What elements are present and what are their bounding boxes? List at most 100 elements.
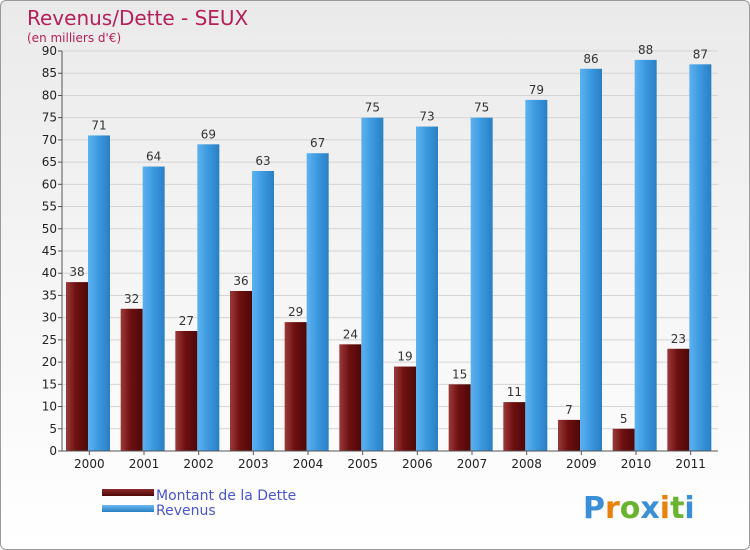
data-label: 24 (343, 327, 358, 341)
logo-letter: r (605, 491, 620, 526)
data-label: 79 (529, 83, 544, 97)
y-tick-label: 90 (42, 44, 57, 58)
bar-revenus-2010 (634, 59, 657, 452)
logo-letter: o (620, 491, 641, 526)
y-tick-label: 5 (49, 422, 57, 436)
grid-lines (62, 50, 718, 430)
x-tick-label: 2003 (238, 457, 269, 471)
bar-dette-2002 (175, 331, 198, 451)
y-tick-label: 30 (42, 311, 57, 325)
y-tick-label: 60 (42, 177, 57, 191)
bar-dette-2001 (120, 308, 143, 451)
bar-dette-2005 (339, 344, 362, 451)
data-label: 7 (565, 403, 573, 417)
x-axis-ticks: 2000 2001 2002 2003 2004 2005 2006 2007 2008 2009… (74, 451, 706, 471)
x-tick-label: 2004 (293, 457, 324, 471)
x-tick-label: 2008 (511, 457, 542, 471)
legend-swatch-dette (102, 489, 154, 496)
bar-dette-2006 (394, 366, 416, 451)
bars (66, 59, 712, 452)
x-tick-label: 2005 (347, 457, 378, 471)
svg-text:Proxiti: Proxiti (583, 491, 695, 526)
data-label: 19 (397, 350, 412, 364)
bar-dette-2007 (448, 384, 471, 451)
data-label: 27 (179, 314, 194, 328)
bar-dette-2009 (558, 419, 580, 451)
data-label: 75 (365, 101, 380, 115)
y-tick-label: 55 (42, 200, 57, 214)
bar-revenus-2000 (88, 135, 110, 451)
bar-dette-2003 (230, 291, 252, 451)
x-tick-label: 2001 (129, 457, 160, 471)
data-label: 15 (452, 367, 467, 381)
data-label: 63 (255, 154, 270, 168)
x-tick-label: 2011 (675, 457, 706, 471)
x-tick-label: 2000 (74, 457, 105, 471)
data-label: 87 (693, 47, 708, 61)
y-tick-label: 0 (49, 444, 57, 458)
data-label: 32 (124, 292, 139, 306)
y-tick-label: 25 (42, 333, 57, 347)
bar-dette-2004 (284, 322, 307, 451)
data-labels: 38 71 32 64 27 69 36 63 29 67 24 75 19 73 15 75 11 79 7 86 5… (69, 43, 708, 426)
chart-title: Revenus/Dette - SEUX (27, 6, 249, 30)
data-label: 23 (671, 332, 686, 346)
bar-revenus-2009 (580, 68, 602, 452)
logo-letter: t (670, 491, 684, 526)
brand-logo: Proxiti (583, 491, 695, 526)
logo-letter: i (684, 491, 694, 526)
legend: Montant de la Dette Revenus (102, 488, 296, 519)
bar-revenus-2004 (306, 153, 329, 451)
data-label: 67 (310, 136, 325, 150)
bar-dette-2000 (66, 282, 88, 451)
y-tick-label: 70 (42, 133, 57, 147)
y-tick-label: 15 (42, 377, 57, 391)
data-label: 69 (201, 127, 216, 141)
data-label: 38 (69, 265, 84, 279)
data-label: 88 (638, 43, 653, 57)
bar-revenus-2008 (525, 99, 548, 451)
legend-label-dette: Montant de la Dette (156, 488, 296, 504)
data-label: 86 (583, 52, 598, 66)
y-tick-label: 20 (42, 355, 57, 369)
bar-revenus-2001 (142, 166, 165, 452)
legend-label-revenus: Revenus (156, 503, 216, 519)
bar-revenus-2003 (252, 171, 274, 451)
y-tick-label: 35 (42, 288, 57, 302)
chart-subtitle: (en milliers d'€) (27, 31, 121, 45)
x-tick-label: 2010 (621, 457, 652, 471)
x-tick-label: 2006 (402, 457, 433, 471)
data-label: 5 (620, 412, 628, 426)
logo-letter: x (640, 491, 659, 526)
y-tick-label: 65 (42, 155, 57, 169)
bar-revenus-2002 (197, 144, 220, 452)
logo-letter: P (583, 491, 605, 526)
x-tick-label: 2002 (183, 457, 214, 471)
data-label: 64 (146, 150, 161, 164)
bar-dette-2008 (503, 402, 526, 451)
y-tick-label: 85 (42, 66, 57, 80)
y-tick-label: 45 (42, 244, 57, 258)
bar-dette-2011 (667, 348, 690, 451)
legend-swatch-revenus (102, 505, 154, 512)
x-tick-label: 2009 (566, 457, 597, 471)
data-label: 29 (288, 305, 303, 319)
data-label: 71 (91, 118, 106, 132)
data-label: 73 (419, 110, 434, 124)
bar-revenus-2007 (470, 117, 493, 452)
y-tick-label: 40 (42, 266, 57, 280)
y-tick-label: 75 (42, 111, 57, 125)
data-label: 75 (474, 101, 489, 115)
y-tick-label: 80 (42, 88, 57, 102)
x-tick-label: 2007 (457, 457, 488, 471)
bar-revenus-2011 (689, 64, 712, 452)
bar-revenus-2006 (416, 126, 438, 452)
y-axis-ticks: 0 5 10 15 20 25 30 35 40 45 50 55 60 65 70 75 80 85 90 (42, 44, 62, 458)
bar-dette-2010 (612, 428, 635, 451)
y-tick-label: 10 (42, 400, 57, 414)
logo-letter: i (660, 491, 670, 526)
data-label: 36 (233, 274, 248, 288)
bar-revenus-2005 (361, 117, 384, 452)
